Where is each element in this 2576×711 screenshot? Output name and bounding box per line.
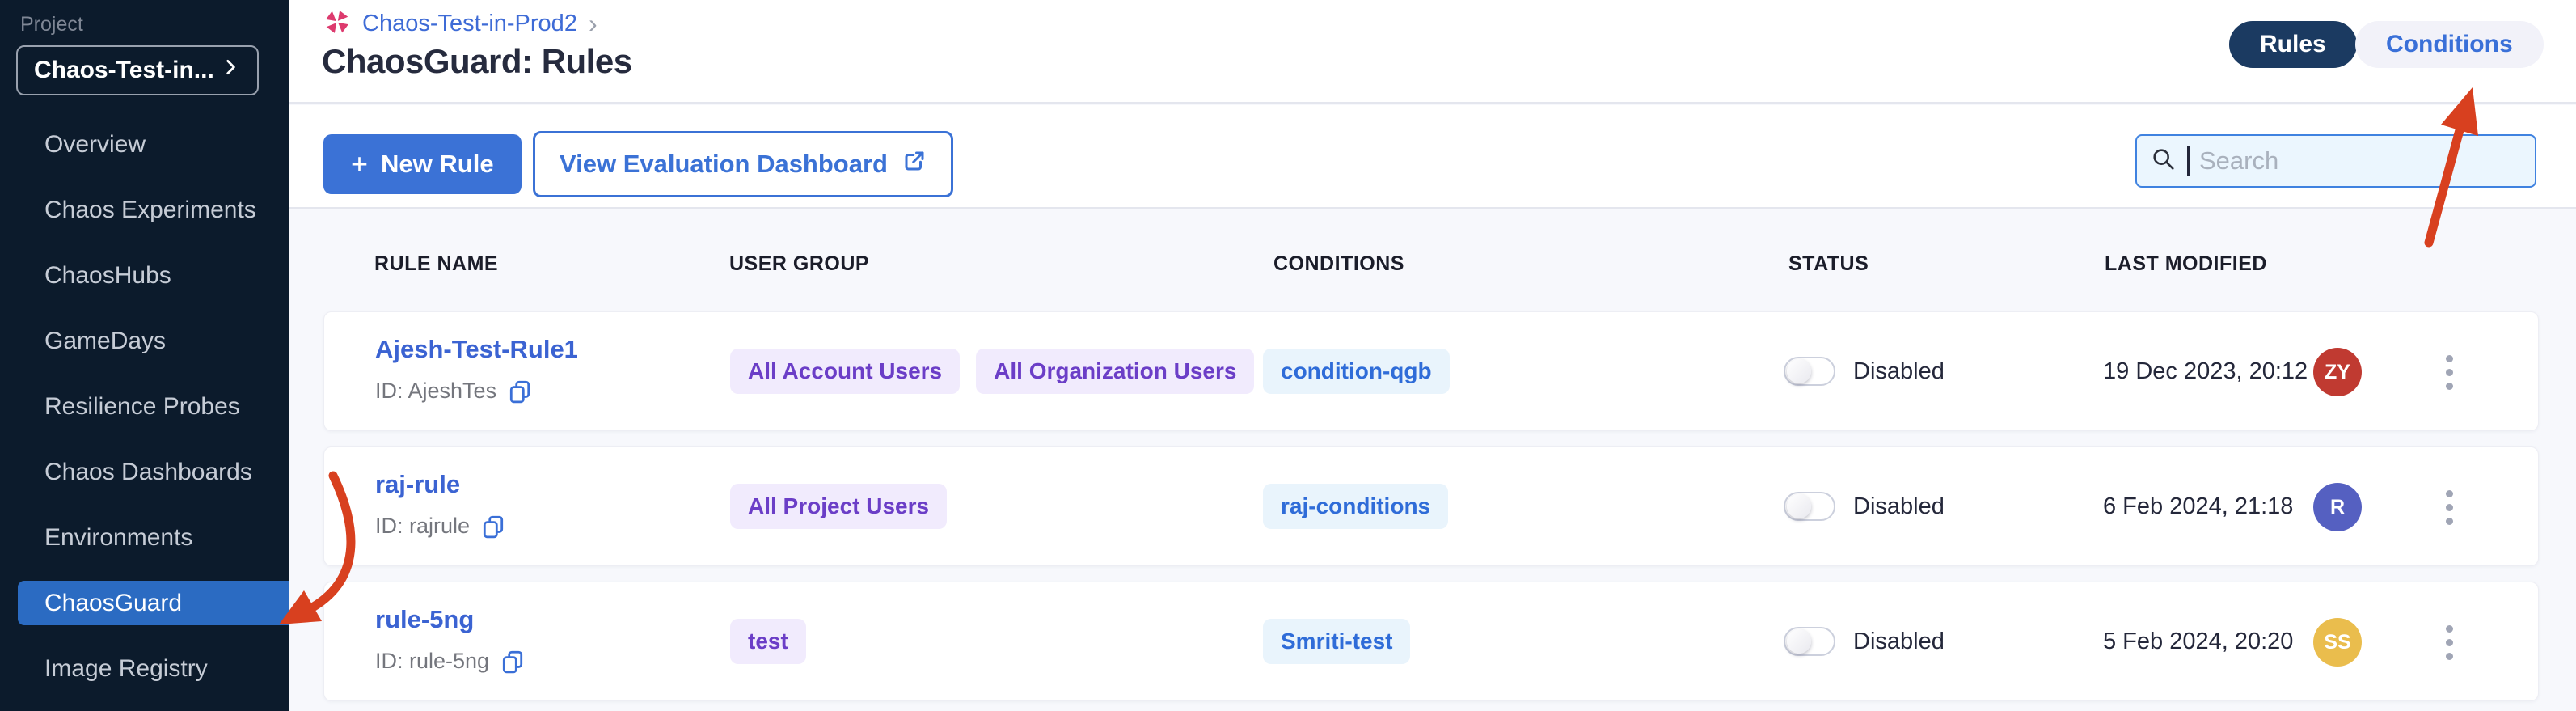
avatar: ZY (2313, 348, 2362, 396)
page-title: ChaosGuard: Rules (322, 42, 632, 80)
user-group-tag: All Project Users (730, 484, 948, 529)
condition-tag[interactable]: condition-qgb (1263, 349, 1450, 394)
column-header-user-group: USER GROUP (729, 252, 870, 275)
chevron-right-icon (220, 57, 241, 84)
status-toggle[interactable] (1784, 357, 1835, 386)
sidebar-item-chaos-dashboards[interactable]: Chaos Dashboards (44, 458, 252, 485)
sidebar-item-image-registry[interactable]: Image Registry (44, 654, 208, 682)
sidebar-nav: Overview Chaos Experiments ChaosHubs Gam… (0, 112, 289, 701)
copy-icon[interactable] (508, 379, 532, 404)
conditions-cell: condition-qgb (1263, 312, 1450, 430)
search-icon (2150, 146, 2177, 177)
copy-icon[interactable] (500, 650, 525, 674)
row-menu-button[interactable] (2433, 618, 2465, 667)
view-evaluation-dashboard-button[interactable]: View Evaluation Dashboard (533, 131, 953, 197)
sidebar-item-chaoshubs[interactable]: ChaosHubs (44, 261, 171, 289)
column-header-conditions: CONDITIONS (1273, 252, 1404, 275)
search-box (2135, 134, 2536, 188)
user-group-cell: All Project Users (730, 447, 948, 565)
user-group-tag: All Organization Users (976, 349, 1255, 394)
page-header: Chaos-Test-in-Prod2 › ChaosGuard: Rules … (289, 0, 2576, 104)
condition-tag[interactable]: raj-conditions (1263, 484, 1449, 529)
last-modified-cell: 5 Feb 2024, 20:20 (2103, 628, 2294, 654)
rule-name-link[interactable]: Ajesh-Test-Rule1 (375, 335, 578, 363)
avatar: R (2313, 483, 2362, 531)
user-group-cell: All Account Users All Organization Users (730, 312, 1255, 430)
rule-name-cell: rule-5ng ID: rule-5ng (375, 605, 525, 674)
new-rule-button[interactable]: + New Rule (323, 134, 522, 194)
breadcrumb-project-link[interactable]: Chaos-Test-in-Prod2 (362, 11, 577, 36)
status-toggle[interactable] (1784, 627, 1835, 656)
status-cell: Disabled (1784, 582, 1945, 700)
user-group-tag: test (730, 619, 806, 664)
chaos-pinwheel-icon (323, 8, 351, 40)
sidebar-item-overview[interactable]: Overview (44, 130, 146, 158)
status-cell: Disabled (1784, 447, 1945, 565)
project-selector[interactable]: Chaos-Test-in... (16, 45, 259, 95)
sidebar-item-chaosguard[interactable]: ChaosGuard (0, 570, 289, 636)
column-header-status: STATUS (1788, 252, 1869, 275)
conditions-cell: raj-conditions (1263, 447, 1449, 565)
tab-conditions[interactable]: Conditions (2355, 21, 2544, 68)
user-group-tag: All Account Users (730, 349, 961, 394)
status-toggle[interactable] (1784, 492, 1835, 521)
last-modified-cell: 6 Feb 2024, 21:18 (2103, 493, 2294, 519)
breadcrumb: Chaos-Test-in-Prod2 › (323, 8, 598, 40)
last-modified-cell: 19 Dec 2023, 20:12 (2103, 358, 2308, 384)
toolbar: + New Rule View Evaluation Dashboard (289, 105, 2576, 209)
tab-rules[interactable]: Rules (2229, 21, 2357, 68)
rule-name-cell: raj-rule ID: rajrule (375, 470, 505, 539)
status-label: Disabled (1853, 493, 1945, 519)
breadcrumb-separator: › (588, 9, 598, 38)
status-label: Disabled (1853, 628, 1945, 654)
rule-id-label: ID: rajrule (375, 514, 471, 538)
sidebar-item-gamedays[interactable]: GameDays (44, 327, 167, 354)
rule-name-cell: Ajesh-Test-Rule1 ID: AjeshTes (375, 335, 578, 404)
rule-id-label: ID: rule-5ng (375, 649, 490, 673)
condition-tag[interactable]: Smriti-test (1263, 619, 1411, 664)
plus-icon: + (351, 147, 369, 180)
sidebar-item-chaos-experiments[interactable]: Chaos Experiments (44, 196, 256, 223)
project-selector-value: Chaos-Test-in... (34, 57, 214, 83)
conditions-cell: Smriti-test (1263, 582, 1411, 700)
project-label: Project (20, 13, 83, 36)
row-menu-button[interactable] (2433, 348, 2465, 396)
rule-name-link[interactable]: rule-5ng (375, 605, 475, 633)
table-header: RULE NAME USER GROUP CONDITIONS STATUS L… (289, 246, 2576, 286)
status-label: Disabled (1853, 358, 1945, 384)
table-row: raj-rule ID: rajrule All Project Users r… (323, 446, 2539, 566)
text-caret (2187, 146, 2190, 176)
search-input[interactable] (2199, 146, 2522, 176)
status-cell: Disabled (1784, 312, 1945, 430)
avatar: SS (2313, 618, 2362, 667)
rule-id-label: ID: AjeshTes (375, 379, 497, 403)
user-group-cell: test (730, 582, 806, 700)
sidebar-item-environments[interactable]: Environments (44, 523, 193, 551)
row-menu-button[interactable] (2433, 483, 2465, 531)
copy-icon[interactable] (481, 514, 505, 539)
table-row: rule-5ng ID: rule-5ng test Smriti-test D… (323, 582, 2539, 701)
sidebar: Project Chaos-Test-in... Overview Chaos … (0, 0, 289, 711)
table-row: Ajesh-Test-Rule1 ID: AjeshTes All Accoun… (323, 311, 2539, 431)
column-header-last-modified: LAST MODIFIED (2105, 252, 2267, 275)
column-header-rule-name: RULE NAME (374, 252, 499, 275)
rule-name-link[interactable]: raj-rule (375, 470, 461, 498)
external-link-icon (902, 149, 927, 180)
sidebar-item-resilience-probes[interactable]: Resilience Probes (44, 392, 240, 420)
